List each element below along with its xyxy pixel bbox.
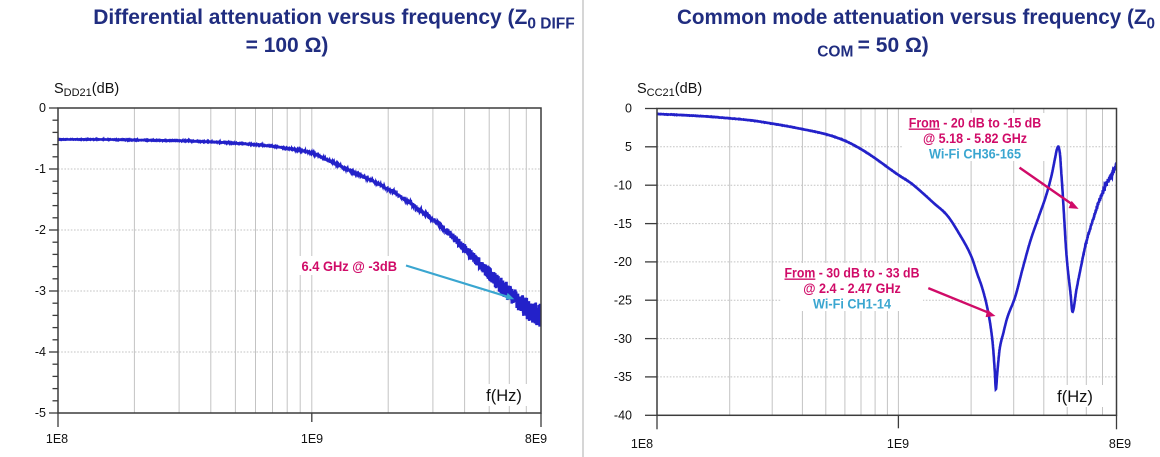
svg-text:-5: -5: [35, 406, 46, 420]
svg-text:f(Hz): f(Hz): [1057, 388, 1093, 406]
svg-text:COM = 50 Ω): COM = 50 Ω): [817, 34, 929, 61]
svg-text:-20: -20: [614, 255, 632, 269]
svg-text:-3: -3: [35, 284, 46, 298]
svg-text:6.4 GHz @ -3dB: 6.4 GHz @ -3dB: [302, 259, 398, 274]
svg-text:f(Hz): f(Hz): [486, 387, 522, 405]
svg-text:-2: -2: [35, 223, 46, 237]
svg-text:1E9: 1E9: [301, 432, 323, 446]
svg-text:-10: -10: [614, 178, 632, 192]
svg-text:From - 30 dB to - 33 dB: From - 30 dB to - 33 dB: [785, 266, 920, 281]
svg-text:5: 5: [625, 140, 632, 154]
svg-text:-40: -40: [614, 409, 632, 423]
svg-text:Wi-Fi CH1-14: Wi-Fi CH1-14: [813, 297, 891, 312]
svg-text:= 100 Ω): = 100 Ω): [246, 34, 329, 57]
svg-text:Differential attenuation versu: Differential attenuation versus frequenc…: [93, 6, 574, 33]
svg-text:@ 2.4 - 2.47 GHz: @ 2.4 - 2.47 GHz: [803, 281, 901, 296]
svg-text:Wi-Fi CH36-165: Wi-Fi CH36-165: [929, 147, 1021, 162]
svg-text:0: 0: [39, 101, 46, 115]
svg-text:8E9: 8E9: [1109, 437, 1131, 451]
svg-text:-15: -15: [614, 217, 632, 231]
svg-text:0: 0: [625, 102, 632, 116]
svg-text:1E8: 1E8: [631, 437, 653, 451]
svg-text:1E8: 1E8: [46, 432, 68, 446]
svg-text:Common mode attenuation versus: Common mode attenuation versus frequency…: [677, 6, 1155, 33]
svg-text:-4: -4: [35, 345, 46, 359]
svg-text:-1: -1: [35, 162, 46, 176]
svg-text:From - 20 dB to -15 dB: From - 20 dB to -15 dB: [909, 116, 1042, 131]
svg-text:-35: -35: [614, 370, 632, 384]
svg-text:8E9: 8E9: [525, 432, 547, 446]
svg-text:@ 5.18 - 5.82 GHz: @ 5.18 - 5.82 GHz: [923, 131, 1027, 146]
svg-text:-30: -30: [614, 332, 632, 346]
svg-text:-25: -25: [614, 293, 632, 307]
svg-text:1E9: 1E9: [887, 437, 909, 451]
